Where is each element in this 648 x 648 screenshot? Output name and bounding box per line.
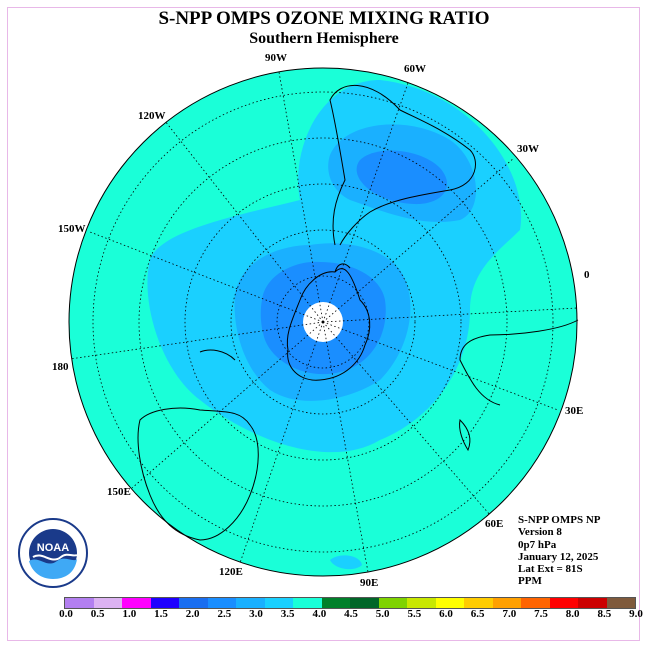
colorbar-tick-label: 5.5 [407,608,422,620]
colorbar-swatch [264,598,293,608]
info-version: Version 8 [518,526,562,539]
colorbar-tick-label: 8.0 [565,608,580,620]
colorbar-swatch [407,598,436,608]
colorbar-tick-label: 6.0 [439,608,453,620]
colorbar-swatch [435,598,464,608]
lon-label-120e: 120E [219,566,243,578]
colorbar-swatch [150,598,179,608]
colorbar-swatch [122,598,151,608]
colorbar-swatch [578,598,607,608]
colorbar-tick-label: 3.0 [249,608,263,620]
lon-label-60w: 60W [404,63,426,75]
info-instrument: S-NPP OMPS NP [518,514,601,526]
colorbar-swatch [549,598,578,608]
colorbar-swatch [236,598,265,608]
map-title: S-NPP OMPS OZONE MIXING RATIO [158,8,490,29]
colorbar-swatch [207,598,236,608]
colorbar-tick-label: 2.0 [185,608,200,620]
info-panel: S-NPP OMPS NP Version 8 0p7 hPa January … [518,514,601,588]
noaa-logo: NOAA [18,518,88,588]
colorbar-swatch [492,598,521,608]
lon-label-150w: 150W [58,223,86,235]
colorbar-tick-label: 5.0 [375,608,390,620]
longitude-labels: 90W 60W 30W 0 30E 60E 90E 120E 150E 180 … [52,52,590,589]
colorbar-swatch [93,598,122,608]
graticule [69,71,578,573]
ozone-field [69,68,577,576]
lon-label-90w: 90W [265,52,287,64]
info-date: January 12, 2025 [518,550,599,563]
noaa-logo-text: NOAA [37,542,69,554]
colorbar-swatch [521,598,550,608]
colorbar-swatch [321,598,350,608]
lon-label-120w: 120W [138,110,166,122]
colorbar-tick-label: 1.5 [154,608,168,620]
lon-label-0: 0 [584,269,590,281]
colorbar-swatch [606,598,635,608]
lon-label-30e: 30E [565,405,583,417]
coastlines [137,85,579,541]
colorbar-tick-label: 0.0 [59,608,73,620]
colorbar-tick-label: 7.5 [534,608,548,620]
colorbar-swatch [378,598,407,608]
colorbar-ticks: 0.0 0.5 1.0 1.5 2.0 2.5 3.0 3.5 4.0 4.5 5.0 5.5 6.0 6… [0,608,648,622]
colorbar-swatch [65,598,94,608]
lon-label-30w: 30W [517,143,539,155]
colorbar-tick-label: 0.5 [90,608,105,620]
colorbar-swatch [464,598,493,608]
colorbar-tick-label: 9.0 [629,608,643,620]
colorbar-tick-label: 4.5 [344,608,358,620]
colorbar-tick-label: 1.0 [122,608,137,620]
info-level: 0p7 hPa [518,538,557,551]
lon-label-90e: 90E [360,577,378,589]
plot-frame [7,7,640,641]
lon-label-60e: 60E [485,518,503,530]
info-units: PPM [518,575,542,588]
info-lat-ext: Lat Ext = 81S [518,563,583,576]
lon-label-180: 180 [52,361,69,373]
colorbar [64,597,636,609]
colorbar-tick-label: 4.0 [312,608,327,620]
map-subtitle: Southern Hemisphere [249,30,399,47]
colorbar-tick-label: 3.5 [280,608,295,620]
colorbar-tick-label: 7.0 [502,608,517,620]
colorbar-tick-label: 2.5 [217,608,232,620]
lon-label-150e: 150E [107,486,131,498]
colorbar-tick-label: 8.5 [597,608,612,620]
colorbar-swatch [350,598,379,608]
colorbar-swatch [293,598,322,608]
colorbar-tick-label: 6.5 [470,608,485,620]
colorbar-swatch [179,598,208,608]
